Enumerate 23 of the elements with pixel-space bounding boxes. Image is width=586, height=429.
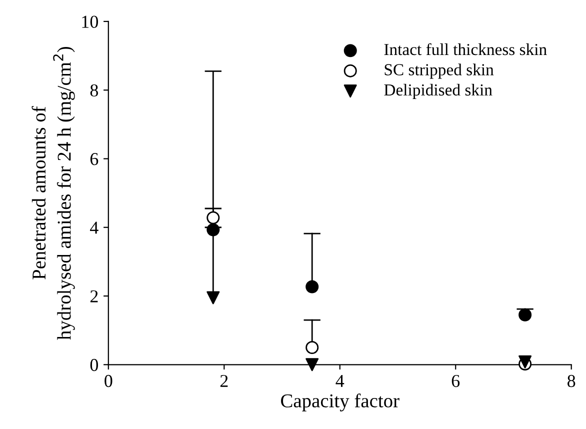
point <box>206 211 220 224</box>
legend-label: SC stripped skin <box>384 64 494 79</box>
point <box>306 358 319 372</box>
point <box>206 291 220 304</box>
legend-label: Delipidised skin <box>384 84 492 99</box>
x-tick-label: 4 <box>336 375 344 387</box>
y-tick-label: 6 <box>90 153 98 166</box>
y-tick-label: 4 <box>90 222 98 234</box>
x-tick-label: 8 <box>568 374 576 388</box>
point <box>306 280 319 294</box>
point <box>206 223 220 236</box>
x-tick-label: 2 <box>220 374 228 387</box>
legend-label: Intact full thickness skin <box>384 43 547 56</box>
y-tick-label: 10 <box>82 16 98 28</box>
x-axis-title: Capacity factor <box>281 394 400 412</box>
y-tick-label: 2 <box>90 290 98 302</box>
y-tick-label: 8 <box>90 84 98 97</box>
x-tick-label: 6 <box>452 374 460 388</box>
point <box>518 308 532 322</box>
x-tick-label: 0 <box>104 374 112 388</box>
y-axis-title: Penetrated amounts of hydrolysed amides for 24 h (mg/cm$^{2}$) <box>32 46 75 340</box>
y-tick-label: 0 <box>90 358 98 372</box>
point <box>306 340 319 354</box>
